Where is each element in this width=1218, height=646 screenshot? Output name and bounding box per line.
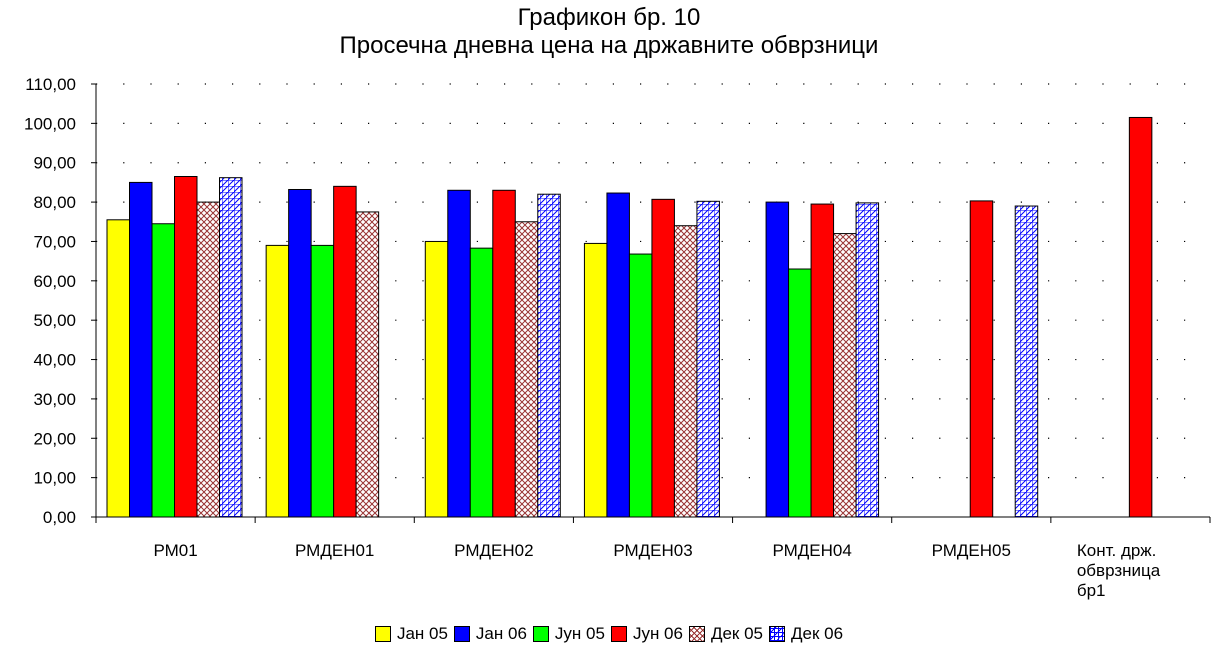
- x-tick-label: РМДЕН04: [772, 541, 851, 560]
- bar: [424, 240, 449, 518]
- legend-item: Јан 06: [453, 624, 527, 644]
- bar: [333, 185, 357, 518]
- legend-label: Јан 06: [475, 624, 527, 643]
- label-layer: 0,00 10,00 20,00 30,00 40,00 50,00 60,00 70,00 8…: [24, 75, 1161, 600]
- legend-item: Дек 05: [688, 624, 764, 644]
- legend-label: Јун 06: [632, 624, 683, 643]
- bar: [469, 247, 494, 518]
- bar: [355, 211, 380, 518]
- bar: [151, 223, 175, 518]
- legend-label: Дек 06: [791, 624, 844, 643]
- bar: [673, 225, 698, 518]
- legend-swatch: [374, 626, 391, 642]
- y-tick-label: 0,00: [43, 508, 76, 527]
- legend-label: Дек 05: [710, 624, 764, 643]
- x-tick-label: РМДЕН02: [454, 541, 533, 560]
- y-tick-label: 100,00: [24, 114, 76, 133]
- bar: [196, 201, 220, 518]
- bar: [219, 177, 243, 518]
- x-tick-label: РМ01: [153, 541, 197, 560]
- bar: [492, 189, 516, 518]
- bar-layer: [106, 116, 1153, 518]
- bar: [651, 198, 675, 518]
- bar: [265, 244, 290, 518]
- legend-item: Јун 06: [610, 624, 683, 644]
- bar: [969, 200, 994, 518]
- legend-label: Јун 05: [554, 624, 605, 643]
- legend-item: Јан 05: [374, 624, 448, 644]
- bar: [1014, 205, 1039, 518]
- legend-swatch: [610, 626, 627, 642]
- legend-swatch: [769, 626, 786, 642]
- bar: [833, 233, 857, 518]
- legend-swatch: [532, 626, 549, 642]
- bar: [447, 189, 471, 518]
- bar: [310, 244, 335, 518]
- bar: [765, 201, 790, 518]
- bar: [583, 242, 608, 518]
- legend-item: Јун 05: [532, 624, 605, 644]
- y-tick-label: 60,00: [33, 272, 76, 291]
- bar: [514, 221, 539, 518]
- y-tick-label: 20,00: [33, 429, 76, 448]
- bar: [628, 253, 653, 518]
- y-tick-label: 30,00: [33, 390, 76, 409]
- y-tick-label: 10,00: [33, 469, 76, 488]
- y-tick-label: 40,00: [33, 351, 76, 370]
- bar: [810, 203, 835, 518]
- y-tick-label: 110,00: [25, 75, 76, 94]
- legend-label: Јан 05: [396, 624, 448, 643]
- bar: [788, 268, 812, 518]
- x-tick-label: РМДЕН01: [295, 541, 374, 560]
- legend-item: Дек 06: [769, 624, 843, 644]
- bar: [288, 188, 312, 518]
- chart-title: Графикон бр. 10 Просечна дневна цена на …: [0, 4, 1218, 60]
- legend: Јан 05 Јан 06 Јун 05 Јун 06 Дек 05 Дек 06: [0, 624, 1218, 644]
- bar: [106, 219, 130, 518]
- bar: [537, 193, 561, 518]
- x-tick-label: РМДЕН03: [613, 541, 692, 560]
- legend-swatch: [688, 626, 705, 642]
- x-tick-label: Конт. држ. обврзница бр1: [1077, 541, 1161, 600]
- y-tick-label: 90,00: [33, 154, 76, 173]
- y-tick-label: 80,00: [33, 193, 76, 212]
- bar: [174, 176, 198, 518]
- bar: [606, 192, 630, 518]
- bar: [1128, 116, 1153, 518]
- chart-title-line1: Графикон бр. 10: [517, 4, 701, 31]
- y-tick-label: 70,00: [33, 232, 76, 251]
- bar: [855, 202, 880, 518]
- chart-title-line2: Просечна дневна цена на државните обврзн…: [339, 32, 879, 59]
- bar: [696, 200, 720, 518]
- y-tick-label: 50,00: [33, 311, 76, 330]
- bar: [129, 181, 153, 518]
- legend-swatch: [453, 626, 470, 642]
- x-tick-label: РМДЕН05: [932, 541, 1011, 560]
